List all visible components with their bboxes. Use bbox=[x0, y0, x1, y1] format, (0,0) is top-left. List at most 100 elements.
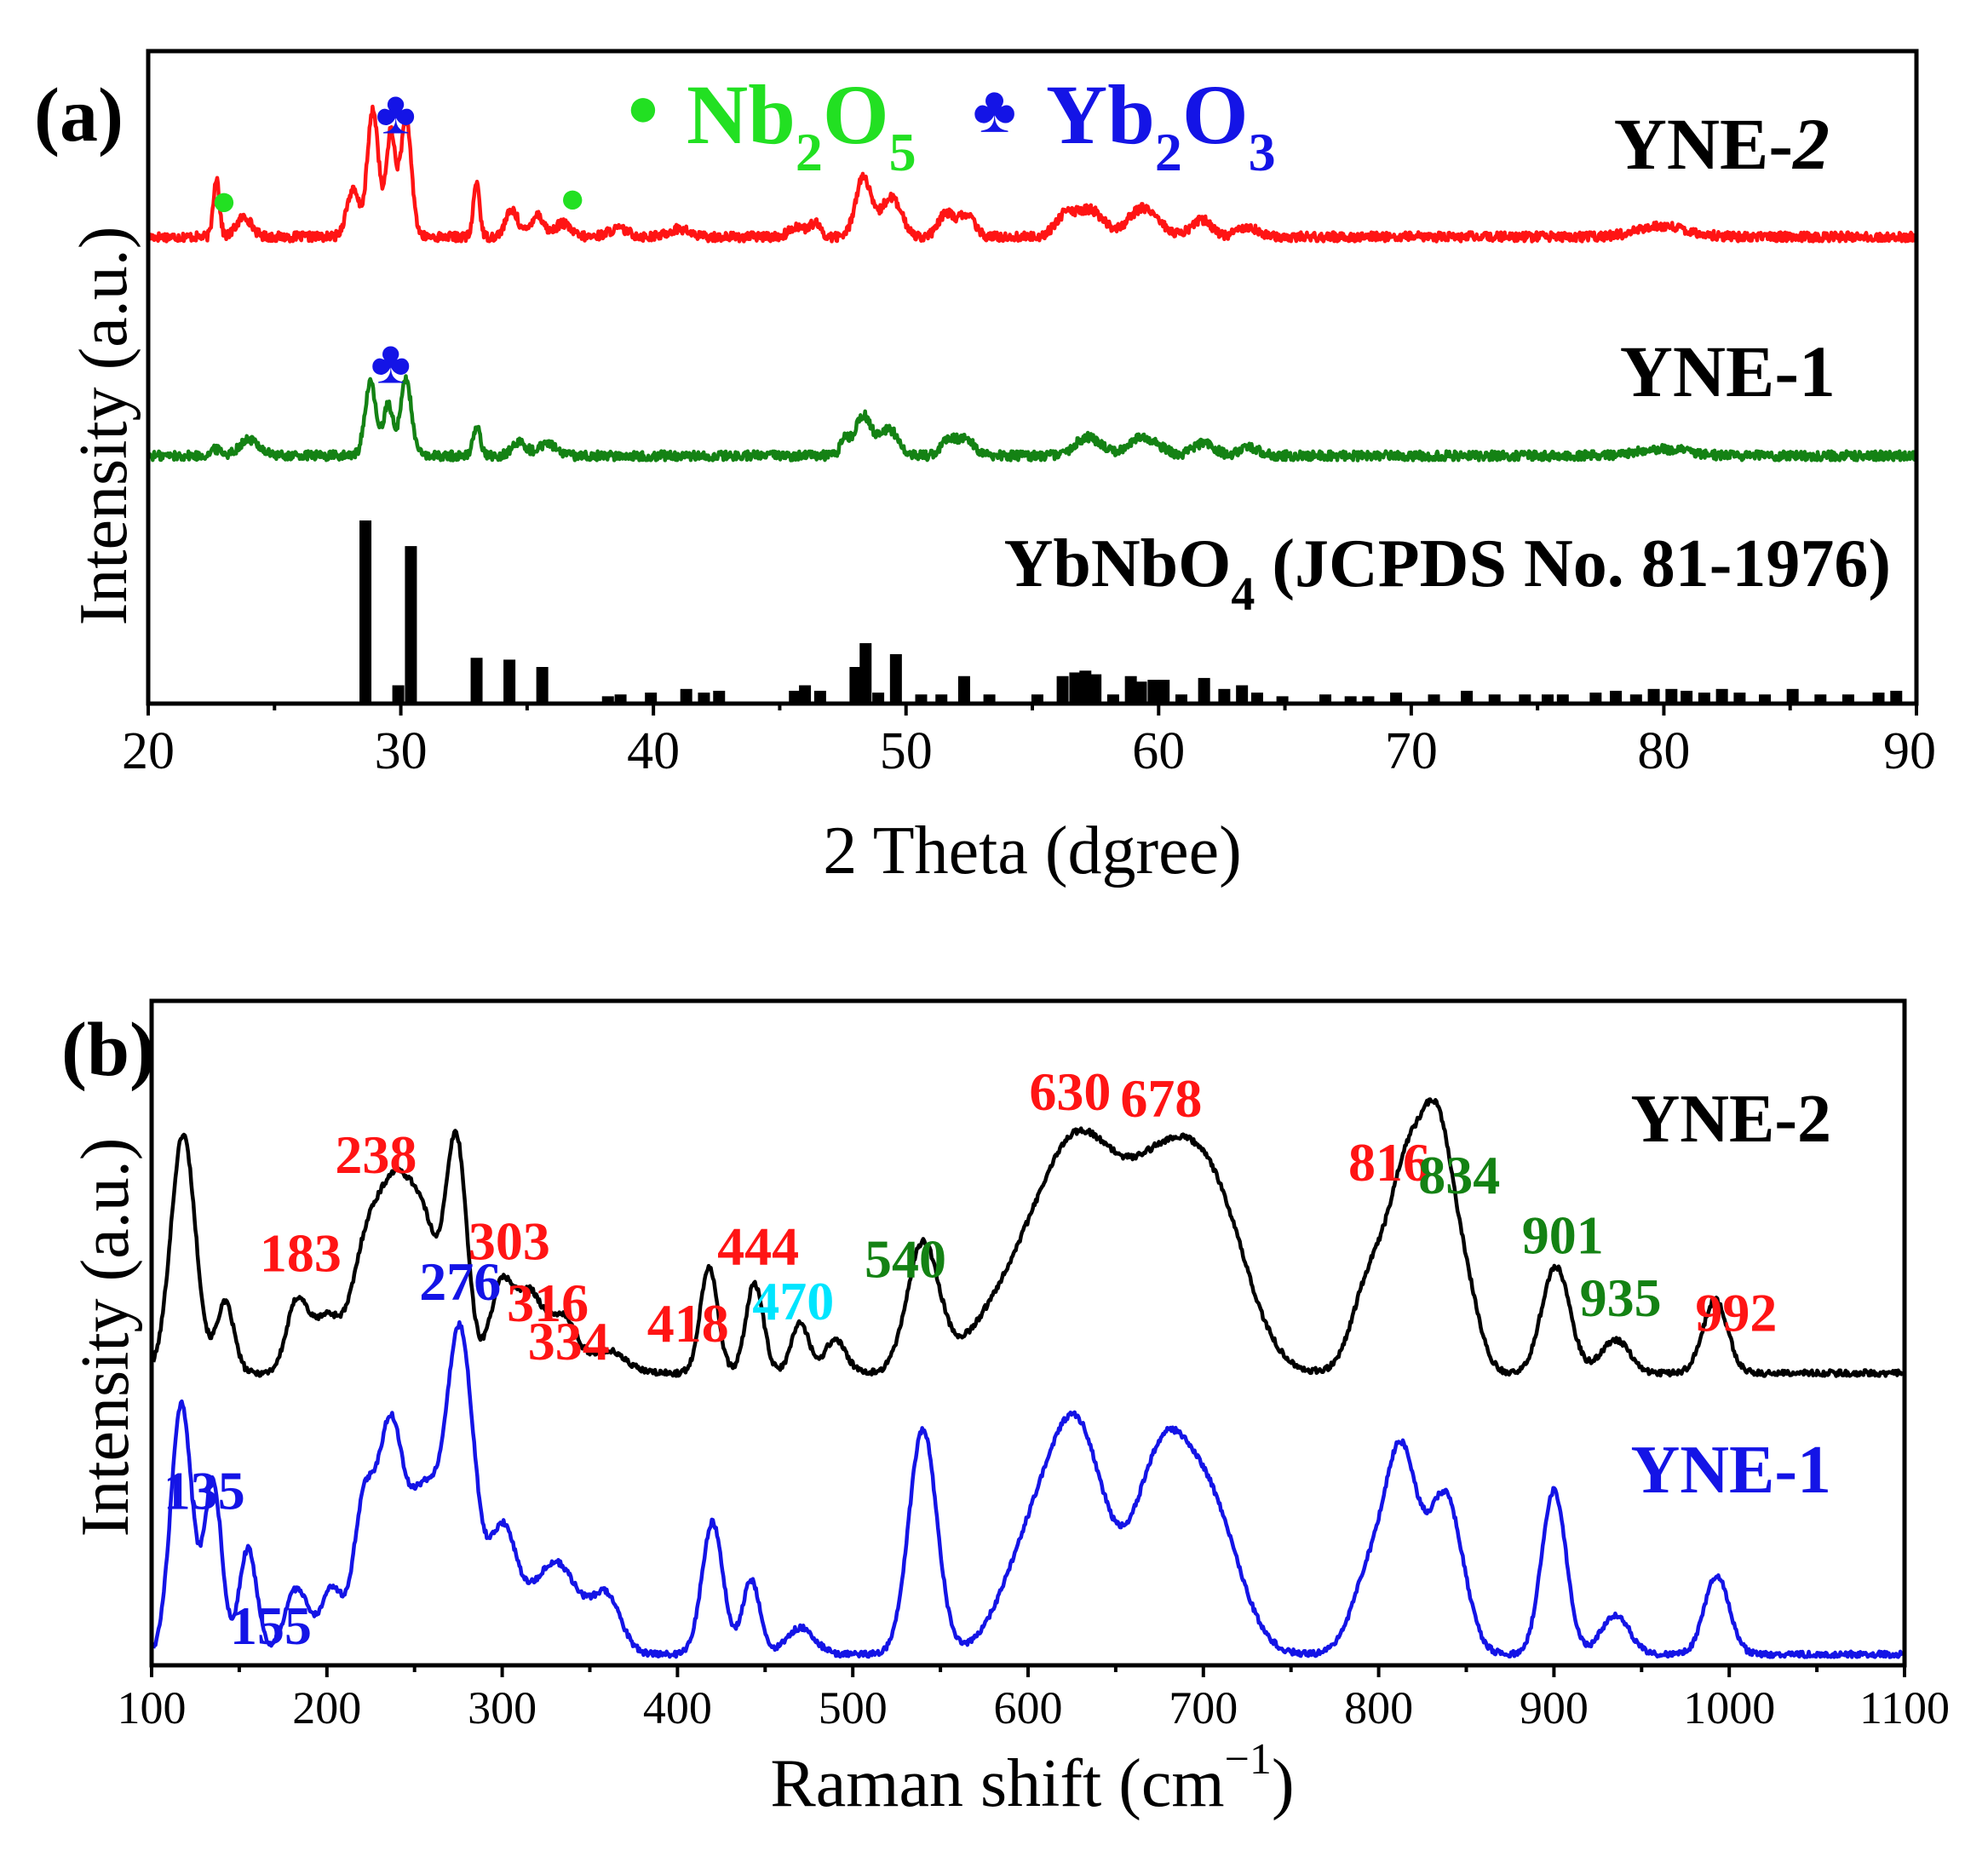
legend: ● Nb2O5 ♣ Yb2O3 bbox=[626, 67, 1276, 182]
reference-stick-25 bbox=[1069, 672, 1082, 704]
phase-marker-0: ● bbox=[210, 176, 237, 225]
reference-stick-45 bbox=[1488, 694, 1501, 704]
x-tick-label-b-7: 800 bbox=[1344, 1682, 1413, 1733]
series-line-yne-1-raman bbox=[151, 1319, 1905, 1659]
x-tick-label-b-1: 200 bbox=[292, 1682, 361, 1733]
x-tick-label-b-4: 500 bbox=[819, 1682, 888, 1733]
reference-stick-5 bbox=[536, 667, 549, 704]
reference-stick-60 bbox=[1814, 694, 1827, 704]
reference-stick-59 bbox=[1786, 688, 1799, 704]
legend-label-yb2o3: Yb2O3 bbox=[1046, 67, 1276, 182]
reference-stick-42 bbox=[1390, 693, 1403, 704]
reference-stick-22 bbox=[983, 694, 996, 704]
peak-label-yne-2-901: 901 bbox=[1522, 1204, 1604, 1265]
peak-label-yne-2-418: 418 bbox=[647, 1293, 729, 1354]
series-name-yne-2-italic: 2 bbox=[1791, 103, 1830, 185]
reference-stick-53 bbox=[1665, 688, 1678, 704]
x-axis-title-b-main: Raman shift (cm bbox=[770, 1746, 1224, 1821]
reference-stick-38 bbox=[1276, 696, 1289, 704]
reference-stick-15 bbox=[849, 667, 862, 704]
reference-stick-36 bbox=[1236, 685, 1249, 704]
reference-stick-10 bbox=[698, 693, 710, 704]
x-tick-label-a-7: 90 bbox=[1883, 722, 1936, 780]
x-ticks-a: 20 30 40 50 60 70 80 90 bbox=[122, 704, 1936, 780]
legend-nb-text2: O bbox=[823, 67, 889, 162]
peak-label-yne-1-155: 155 bbox=[230, 1595, 312, 1656]
reference-stick-55 bbox=[1698, 693, 1710, 704]
reference-label: YbNbO4 (JCPDS No. 81-1976) bbox=[1004, 526, 1891, 621]
legend-nb-sub1: 2 bbox=[796, 122, 823, 182]
series-name-yne-1-b: YNE-1 bbox=[1630, 1433, 1831, 1508]
reference-stick-30 bbox=[1135, 681, 1147, 704]
reference-stick-14 bbox=[813, 690, 826, 704]
reference-label-sub: 4 bbox=[1231, 568, 1255, 621]
peak-label-yne-2-834: 834 bbox=[1418, 1145, 1500, 1205]
panel-a-xrd: 20 30 40 50 60 70 80 90 ● ● ♣ ♣ (a) Intensity (a.u… bbox=[34, 49, 1936, 888]
x-tick-label-a-3: 50 bbox=[880, 722, 933, 780]
reference-stick-49 bbox=[1589, 693, 1602, 704]
reference-stick-56 bbox=[1715, 688, 1728, 704]
reference-stick-12 bbox=[789, 690, 802, 704]
y-axis-title-a: Intensity (a.u.) bbox=[66, 227, 141, 626]
x-tick-label-a-5: 70 bbox=[1385, 722, 1438, 780]
reference-stick-52 bbox=[1647, 688, 1660, 704]
legend-yb-text2: O bbox=[1182, 67, 1249, 162]
reference-stick-48 bbox=[1556, 694, 1569, 704]
reference-stick-47 bbox=[1542, 694, 1554, 704]
reference-stick-23 bbox=[1031, 694, 1043, 704]
reference-stick-32 bbox=[1158, 680, 1170, 704]
peak-label-yne-2-630: 630 bbox=[1029, 1061, 1111, 1122]
reference-stick-1 bbox=[392, 685, 405, 704]
reference-stick-7 bbox=[614, 694, 627, 704]
reference-stick-44 bbox=[1461, 690, 1474, 704]
x-tick-label-b-8: 900 bbox=[1520, 1682, 1589, 1733]
peak-label-yne-2-316: 316 bbox=[507, 1273, 589, 1333]
reference-stick-35 bbox=[1218, 688, 1231, 704]
series-name-yne-2-b: YNE-2 bbox=[1630, 1082, 1831, 1157]
x-tick-label-a-4: 60 bbox=[1132, 722, 1185, 780]
reference-label-main: YbNbO bbox=[1004, 526, 1232, 601]
phase-marker-3: ♣ bbox=[371, 329, 411, 397]
reference-stick-13 bbox=[799, 685, 812, 704]
x-tick-label-b-3: 400 bbox=[643, 1682, 712, 1733]
y-axis-title-b: Intensity (a.u.) bbox=[68, 1138, 143, 1538]
reference-stick-16 bbox=[859, 643, 872, 704]
reference-sticks bbox=[359, 520, 1903, 704]
legend-nb-text: Nb bbox=[687, 67, 796, 162]
series-line-yne-2-raman bbox=[151, 1097, 1905, 1378]
legend-nb-sub2: 5 bbox=[889, 122, 916, 182]
peak-label-yne-1-276: 276 bbox=[419, 1251, 501, 1312]
reference-stick-20 bbox=[935, 694, 948, 704]
peak-label-yne-2-678: 678 bbox=[1120, 1068, 1202, 1129]
reference-stick-57 bbox=[1733, 693, 1746, 704]
reference-label-rest: (JCPDS No. 81-1976) bbox=[1255, 526, 1891, 601]
reference-stick-40 bbox=[1344, 696, 1357, 704]
x-tick-label-b-5: 600 bbox=[994, 1682, 1063, 1733]
reference-stick-17 bbox=[872, 693, 885, 704]
x-tick-label-b-10: 1100 bbox=[1859, 1682, 1950, 1733]
x-tick-label-a-6: 80 bbox=[1637, 722, 1690, 780]
reference-stick-19 bbox=[915, 694, 928, 704]
reference-stick-58 bbox=[1759, 694, 1772, 704]
reference-stick-50 bbox=[1610, 690, 1623, 704]
peak-label-yne-2-816: 816 bbox=[1348, 1132, 1430, 1193]
peak-label-yne-2-238: 238 bbox=[335, 1124, 417, 1185]
reference-stick-61 bbox=[1841, 694, 1854, 704]
x-axis-title-b: Raman shift (cm−1) bbox=[770, 1735, 1294, 1821]
phase-marker-2: ♣ bbox=[376, 79, 416, 147]
reference-stick-54 bbox=[1681, 690, 1693, 704]
x-tick-label-a-0: 20 bbox=[122, 722, 175, 780]
reference-stick-3 bbox=[470, 658, 483, 704]
reference-stick-29 bbox=[1124, 675, 1137, 704]
reference-stick-11 bbox=[713, 690, 726, 704]
x-tick-label-b-2: 300 bbox=[468, 1682, 537, 1733]
x-tick-label-b-6: 700 bbox=[1169, 1682, 1238, 1733]
phase-markers: ● ● ♣ ♣ bbox=[210, 79, 586, 397]
reference-stick-28 bbox=[1106, 694, 1119, 704]
x-axis-title-b-sup: −1 bbox=[1225, 1735, 1272, 1784]
peak-label-yne-1-135: 135 bbox=[164, 1461, 245, 1521]
legend-symbol-nb2o5: ● bbox=[626, 77, 660, 139]
reference-stick-2 bbox=[405, 546, 417, 704]
phase-marker-1: ● bbox=[560, 175, 586, 223]
